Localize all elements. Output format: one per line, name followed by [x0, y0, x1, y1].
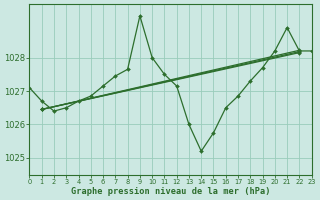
X-axis label: Graphe pression niveau de la mer (hPa): Graphe pression niveau de la mer (hPa) — [71, 187, 270, 196]
